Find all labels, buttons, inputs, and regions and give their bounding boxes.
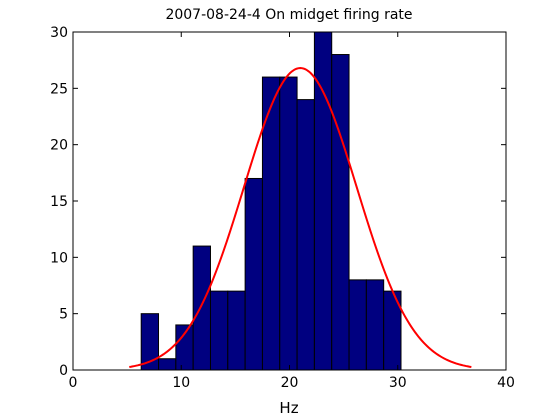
y-tick-label: 30 <box>50 25 68 41</box>
y-tick-label: 10 <box>50 250 68 266</box>
histogram-bar <box>279 76 298 371</box>
histogram-bar <box>192 245 211 371</box>
y-tick-label: 25 <box>50 81 68 97</box>
histogram-bar <box>158 358 177 371</box>
histogram-bar <box>227 290 246 371</box>
x-tick-label: 0 <box>69 375 78 391</box>
y-tick-label: 20 <box>50 138 68 154</box>
histogram-bar <box>348 279 367 371</box>
histogram-bar <box>209 290 229 371</box>
x-tick-label: 10 <box>172 375 190 391</box>
y-tick-label: 5 <box>59 307 68 323</box>
y-tick-label: 0 <box>59 363 68 379</box>
x-tick-label: 30 <box>389 375 407 391</box>
x-tick-label: 40 <box>497 375 515 391</box>
histogram-bar <box>331 54 350 371</box>
histogram-bar <box>296 99 315 371</box>
histogram-bar <box>175 324 194 371</box>
histogram-bar <box>365 279 385 371</box>
gaussian-fit-line <box>129 67 472 368</box>
y-tick-label: 15 <box>50 194 68 210</box>
chart-title: 2007-08-24-4 On midget firing rate <box>165 7 412 23</box>
histogram-bars <box>140 31 402 371</box>
x-tick-label: 20 <box>281 375 299 391</box>
y-axis-ticks: 0 5 10 15 20 25 30 <box>50 25 506 379</box>
x-axis-label: Hz <box>279 399 298 417</box>
histogram-bar <box>244 177 263 371</box>
x-axis-ticks: 0 10 20 30 40 <box>69 32 515 391</box>
